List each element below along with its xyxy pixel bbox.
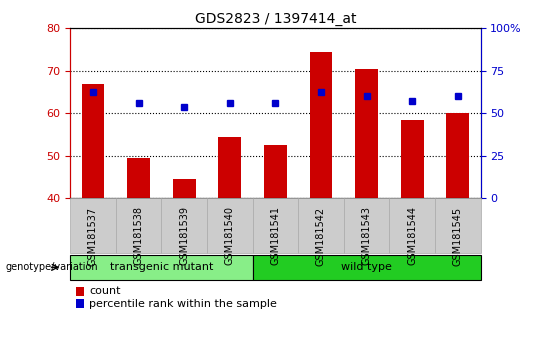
Text: genotype/variation: genotype/variation <box>5 262 98 272</box>
Text: wild type: wild type <box>341 262 392 272</box>
Text: GSM181538: GSM181538 <box>133 206 144 266</box>
Text: GSM181543: GSM181543 <box>362 206 372 266</box>
Text: percentile rank within the sample: percentile rank within the sample <box>89 298 277 309</box>
Bar <box>173 179 195 198</box>
Text: GSM181539: GSM181539 <box>179 206 189 266</box>
Title: GDS2823 / 1397414_at: GDS2823 / 1397414_at <box>194 12 356 26</box>
Bar <box>218 137 241 198</box>
Text: GSM181540: GSM181540 <box>225 206 235 266</box>
Bar <box>401 120 423 198</box>
Bar <box>447 113 469 198</box>
Bar <box>82 84 104 198</box>
Bar <box>355 69 378 198</box>
Bar <box>264 145 287 198</box>
Text: GSM181542: GSM181542 <box>316 206 326 266</box>
Text: GSM181537: GSM181537 <box>88 206 98 266</box>
Bar <box>309 52 333 198</box>
Text: transgenic mutant: transgenic mutant <box>110 262 213 272</box>
Bar <box>127 158 150 198</box>
Text: count: count <box>89 286 120 296</box>
Text: GSM181545: GSM181545 <box>453 206 463 266</box>
Text: GSM181544: GSM181544 <box>407 206 417 266</box>
Text: GSM181541: GSM181541 <box>271 206 280 266</box>
